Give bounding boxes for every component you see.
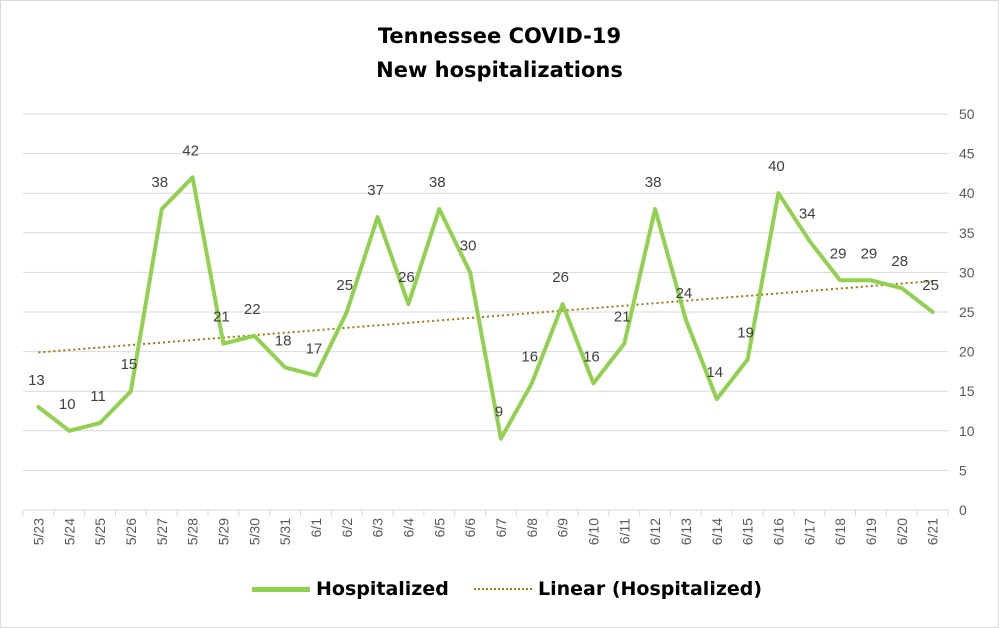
y-tick-label: 0 — [959, 502, 967, 518]
data-label: 14 — [706, 364, 723, 381]
x-tick-label: 6/14 — [709, 518, 725, 545]
data-label: 24 — [676, 285, 693, 302]
x-tick-label: 6/6 — [462, 518, 478, 538]
x-tick-label: 6/8 — [524, 518, 540, 538]
data-label: 19 — [737, 325, 754, 342]
y-tick-label: 10 — [959, 423, 975, 439]
data-label: 22 — [244, 301, 261, 318]
x-tick-label: 5/28 — [185, 518, 201, 545]
data-label: 28 — [891, 253, 908, 270]
series-line-hospitalized — [36, 175, 935, 441]
x-tick-label: 6/15 — [740, 518, 756, 545]
y-tick-label: 30 — [959, 264, 975, 280]
x-tick-label: 6/18 — [832, 518, 848, 545]
data-label: 18 — [275, 332, 292, 349]
data-label: 16 — [521, 348, 538, 365]
legend-label-linear: Linear (Hospitalized) — [538, 578, 763, 600]
data-label: 21 — [614, 309, 631, 326]
chart-title: Tennessee COVID-19 — [377, 24, 622, 48]
data-label: 11 — [90, 388, 106, 405]
x-tick-label: 6/3 — [370, 518, 386, 538]
data-label: 13 — [28, 372, 45, 389]
x-tick-label: 5/31 — [277, 518, 293, 545]
data-label: 26 — [552, 269, 569, 286]
x-tick-label: 5/27 — [154, 518, 170, 545]
legend-item-hospitalized: Hospitalized — [252, 578, 449, 600]
y-tick-label: 25 — [959, 304, 975, 320]
x-tick-label: 5/23 — [30, 518, 46, 545]
data-label: 42 — [182, 142, 199, 159]
x-tick-label: 6/20 — [894, 518, 910, 545]
data-label: 38 — [151, 174, 168, 191]
data-label: 9 — [495, 404, 503, 421]
data-label: 40 — [768, 158, 785, 175]
x-tick-label: 6/16 — [770, 518, 786, 545]
y-tick-label: 15 — [959, 383, 975, 399]
x-tick-label: 6/12 — [647, 518, 663, 545]
y-tick-label: 50 — [959, 106, 975, 122]
x-tick-label: 6/9 — [555, 518, 571, 538]
data-label: 25 — [336, 277, 353, 294]
x-tick-label: 6/10 — [585, 518, 601, 545]
x-tick-label: 6/11 — [616, 518, 632, 544]
data-label: 37 — [367, 182, 384, 199]
x-tick-label: 6/1 — [308, 518, 324, 538]
data-label: 15 — [121, 356, 138, 373]
x-tick-label: 6/21 — [925, 518, 941, 545]
x-tick-label: 6/17 — [801, 518, 817, 545]
x-tick-label: 6/2 — [339, 518, 355, 538]
x-tick-label: 6/4 — [400, 518, 416, 538]
x-tick-label: 5/26 — [123, 518, 139, 545]
y-tick-label: 5 — [959, 462, 967, 478]
legend-item-linear: Linear (Hospitalized) — [474, 578, 762, 600]
legend: Hospitalized Linear (Hospitalized) — [0, 578, 999, 608]
x-tick-label: 5/29 — [215, 518, 231, 545]
data-label: 34 — [799, 206, 816, 223]
y-tick-label: 45 — [959, 146, 975, 162]
data-label: 25 — [922, 277, 939, 294]
data-label: 21 — [213, 309, 230, 326]
y-tick-label: 20 — [959, 344, 975, 360]
data-label: 38 — [645, 174, 662, 191]
data-label: 38 — [429, 174, 446, 191]
legend-swatch-linear — [474, 588, 532, 590]
legend-label-hospitalized: Hospitalized — [316, 578, 449, 600]
data-label: 29 — [830, 245, 847, 262]
trendline-linear — [38, 280, 933, 354]
x-tick-label: 5/30 — [246, 518, 262, 545]
x-tick-label: 5/25 — [92, 518, 108, 545]
data-label: 26 — [398, 269, 415, 286]
y-tick-label: 35 — [959, 225, 975, 241]
data-label: 30 — [460, 237, 477, 254]
data-label: 17 — [306, 340, 323, 357]
data-label: 29 — [861, 245, 878, 262]
data-label: 16 — [583, 348, 600, 365]
x-tick-label: 6/7 — [493, 518, 509, 538]
x-tick-label: 6/13 — [678, 518, 694, 545]
chart-subtitle: New hospitalizations — [376, 58, 623, 82]
x-tick-label: 6/19 — [863, 518, 879, 545]
data-label: 10 — [59, 396, 76, 413]
x-tick-label: 6/5 — [431, 518, 447, 538]
legend-swatch-hospitalized — [252, 586, 310, 592]
y-tick-label: 40 — [959, 185, 975, 201]
x-tick-label: 5/24 — [61, 518, 77, 545]
